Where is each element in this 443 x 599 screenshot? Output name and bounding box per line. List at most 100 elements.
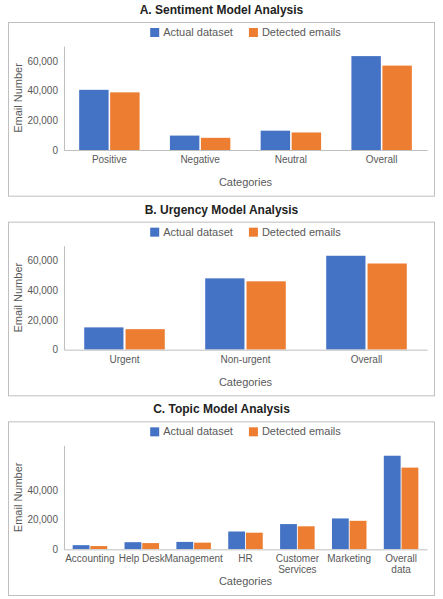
panel: C. Topic Model Analysis 0 20,000 40,000 Acco… (9, 402, 435, 595)
bar (79, 90, 108, 150)
x-tick-label: Management (164, 553, 223, 564)
x-tick-label: Overall (351, 354, 383, 365)
x-tick-label: Urgent (109, 354, 139, 365)
y-tick-label: 0 (52, 145, 58, 156)
bar (298, 526, 315, 549)
bars (79, 56, 412, 150)
legend-swatch (249, 228, 258, 237)
x-axis-line (65, 150, 428, 151)
legend-item: Actual dataset (150, 26, 233, 38)
y-tick-label: 20,000 (27, 514, 58, 525)
x-tick: Help Desk (119, 549, 166, 564)
legend-label: Detected emails (262, 425, 341, 437)
bar (228, 532, 245, 550)
bar (142, 543, 159, 549)
bar (201, 138, 230, 150)
chart-title: A. Sentiment Model Analysis (140, 3, 304, 17)
bar (126, 329, 165, 350)
legend-swatch (150, 28, 159, 37)
legend-swatch (150, 427, 159, 436)
bar (326, 256, 365, 350)
y-tick: 40,000 (27, 485, 64, 496)
legend-label: Actual dataset (163, 226, 233, 238)
bar (194, 543, 211, 550)
legend-item: Actual dataset (150, 425, 233, 437)
y-axis-line (64, 47, 65, 151)
bar (125, 542, 142, 549)
y-tick: 0 (52, 544, 64, 555)
y-axis: 0 20,000 40,000 60,000 (27, 47, 64, 156)
bar (110, 92, 139, 150)
y-tick-label: 60,000 (27, 255, 58, 266)
y-tick: 60,000 (27, 56, 64, 67)
chart-title: C. Topic Model Analysis (153, 402, 290, 416)
bar (205, 278, 244, 349)
x-axis-title: Categories (219, 176, 273, 188)
x-tick: Positive (92, 150, 127, 165)
x-tick: Accounting (65, 549, 114, 564)
legend: Actual dataset Detected emails (150, 26, 341, 38)
bar (332, 518, 349, 549)
x-tick: Urgent (109, 350, 139, 365)
x-tick-label: Positive (92, 154, 127, 165)
y-tick-label: 20,000 (27, 315, 58, 326)
y-tick-label: 0 (52, 344, 58, 355)
chart-title: B. Urgency Model Analysis (145, 203, 299, 217)
y-tick: 40,000 (27, 285, 64, 296)
x-tick-label: Neutral (275, 154, 307, 165)
panel: A. Sentiment Model Analysis 0 20,000 40,000… (9, 3, 435, 196)
bar (90, 546, 107, 549)
x-tick: Overall (351, 350, 383, 365)
legend-item: Detected emails (249, 226, 341, 238)
x-tick: Negative (180, 150, 220, 165)
x-tick: CustomerServices (276, 549, 320, 575)
bar (170, 136, 199, 150)
x-axis-title: Categories (219, 376, 273, 388)
y-tick: 20,000 (27, 115, 64, 126)
y-tick-label: 20,000 (27, 115, 58, 126)
y-tick: 40,000 (27, 85, 64, 96)
x-tick-label: Marketing (327, 553, 371, 564)
x-tick: Neutral (275, 150, 307, 165)
x-tick: Non-urgent (220, 350, 270, 365)
legend-label: Actual dataset (163, 26, 233, 38)
x-tick-label: Negative (180, 154, 220, 165)
legend-item: Detected emails (249, 26, 341, 38)
y-axis: 0 20,000 40,000 60,000 (27, 246, 64, 355)
bar (382, 66, 411, 150)
y-tick-label: 0 (52, 544, 58, 555)
y-axis-title: Email Number (12, 462, 24, 532)
y-axis-line (64, 446, 65, 550)
legend-swatch (249, 28, 258, 37)
bar (280, 524, 297, 549)
y-tick-label: 40,000 (27, 485, 58, 496)
bar (368, 263, 407, 349)
x-tick-label: Non-urgent (220, 354, 270, 365)
legend: Actual dataset Detected emails (150, 425, 341, 437)
x-tick: Overalldata (385, 549, 417, 575)
y-tick-label: 40,000 (27, 285, 58, 296)
x-tick: Marketing (327, 549, 371, 564)
bar (261, 131, 290, 150)
y-tick: 0 (52, 145, 64, 156)
y-tick: 20,000 (27, 315, 64, 326)
bar (176, 542, 193, 549)
bar (246, 533, 263, 550)
y-axis-line (64, 246, 65, 350)
x-tick-label: CustomerServices (276, 553, 320, 575)
legend-label: Detected emails (262, 26, 341, 38)
bar (350, 521, 367, 550)
bar (384, 456, 401, 550)
bar (402, 468, 419, 550)
legend-item: Detected emails (249, 425, 341, 437)
legend: Actual dataset Detected emails (150, 226, 341, 238)
x-axis: PositiveNegativeNeutralOverall (65, 150, 428, 165)
x-axis-title: Categories (219, 575, 273, 587)
chart-frame (9, 422, 435, 596)
y-tick-label: 40,000 (27, 85, 58, 96)
legend-label: Actual dataset (163, 425, 233, 437)
y-tick: 20,000 (27, 514, 64, 525)
y-tick: 60,000 (27, 255, 64, 266)
legend-label: Detected emails (262, 226, 341, 238)
x-axis-line (65, 549, 428, 550)
